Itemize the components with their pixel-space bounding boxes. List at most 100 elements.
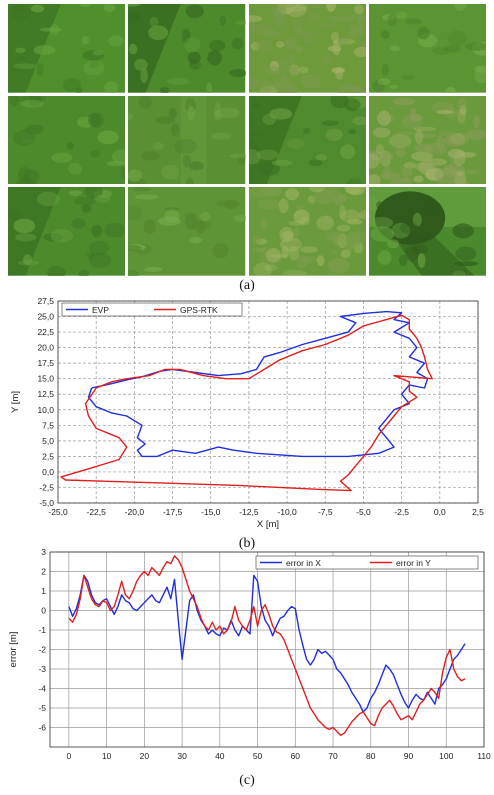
grass-texture [74, 197, 97, 206]
grass-texture [285, 4, 307, 18]
grass-texture [403, 161, 416, 169]
y-tick-label: 15,0 [37, 374, 54, 384]
x-tick-label: 10 [102, 751, 112, 761]
y-tick-label: 20,0 [37, 343, 54, 353]
grass-texture [375, 143, 384, 155]
grass-texture [284, 4, 308, 12]
grass-texture [21, 139, 35, 144]
grass-texture [391, 223, 411, 239]
grass-texture [12, 56, 29, 62]
y-tick-label: -4 [38, 684, 46, 694]
grass-texture [274, 85, 299, 93]
grass-texture [329, 95, 348, 108]
grass-texture [149, 16, 159, 27]
grass-texture [327, 45, 341, 52]
y-tick-label: -3 [38, 664, 46, 674]
grass-texture [186, 4, 205, 19]
grass-texture [297, 66, 308, 74]
grass-texture [33, 45, 56, 55]
grass-texture [128, 11, 141, 23]
grass-texture [353, 46, 366, 58]
y-tick-label: 12,5 [37, 389, 54, 399]
x-tick-label: 20 [140, 751, 150, 761]
y-tick-label: 25,0 [37, 312, 54, 322]
grass-texture [20, 99, 44, 108]
grass-texture [454, 171, 466, 185]
grass-texture [82, 49, 105, 61]
grass-texture [253, 39, 272, 54]
grass-texture [250, 247, 267, 253]
grass-texture [90, 112, 104, 128]
grass-texture [197, 220, 206, 235]
grass-texture [424, 168, 444, 180]
grass-texture [248, 20, 255, 32]
grass-texture [88, 240, 109, 256]
caption-c: (c) [239, 773, 255, 788]
grass-texture [50, 229, 74, 243]
grass-fill [128, 95, 246, 185]
caption-a: (a) [239, 278, 255, 293]
grass-texture [293, 25, 302, 34]
x-tick-label: -12,5 [239, 507, 259, 517]
grass-texture [399, 177, 413, 182]
y-tick-label: 0 [41, 606, 46, 616]
grass-texture [168, 107, 178, 119]
grass-texture [207, 50, 223, 66]
grass-texture [16, 177, 36, 185]
grass-texture [302, 127, 310, 134]
grass-texture [159, 87, 170, 93]
x-tick-label: 100 [439, 751, 453, 761]
grass-texture [382, 14, 396, 21]
grass-texture [260, 80, 272, 93]
grass-texture [83, 59, 105, 76]
grass-texture [184, 37, 201, 53]
series-line-error-in-x [68, 574, 466, 713]
grass-texture [352, 242, 363, 254]
grass-texture [346, 187, 366, 196]
y-tick-label: -5,0 [39, 498, 54, 508]
legend-label: error in Y [396, 558, 431, 568]
grass-texture [417, 252, 426, 269]
grass-texture [62, 78, 82, 92]
grass-texture [330, 67, 345, 74]
grass-texture [185, 214, 198, 231]
x-tick-label: 90 [404, 751, 414, 761]
y-tick-label: 22,5 [37, 327, 54, 337]
grass-texture [345, 242, 353, 252]
grass-texture [368, 195, 378, 212]
grass-texture [89, 150, 101, 157]
x-tick-label: 0,0 [434, 507, 446, 517]
x-tick-label: 40 [215, 751, 225, 761]
grass-texture [329, 15, 353, 23]
y-tick-label: 2 [41, 567, 46, 577]
grass-texture [216, 107, 240, 119]
grass-texture [39, 27, 63, 32]
grass-texture [369, 217, 394, 230]
y-tick-label: -2,5 [39, 482, 54, 492]
grass-texture [404, 197, 428, 214]
grass-texture [465, 128, 486, 140]
grass-texture [181, 28, 191, 43]
legend-box [61, 302, 243, 317]
grass-texture [24, 124, 45, 134]
y-tick-label: 2,5 [42, 451, 54, 461]
x-tick-label: -15,0 [201, 507, 221, 517]
y-tick-label: -1 [38, 625, 46, 635]
grass-texture [91, 225, 103, 238]
grass-texture [377, 78, 391, 85]
grass-texture [97, 130, 119, 144]
grass-texture [294, 32, 318, 37]
x-tick-label: -7,5 [318, 507, 333, 517]
x-tick-label: -22,5 [86, 507, 106, 517]
grass-texture [214, 109, 223, 121]
grass-texture [261, 31, 281, 37]
grass-texture [330, 250, 337, 256]
grass-texture [315, 216, 334, 231]
grass-texture [233, 215, 246, 223]
grass-texture [128, 4, 141, 7]
grass-texture [351, 115, 366, 126]
grass-texture [451, 269, 467, 275]
grass-texture [154, 116, 175, 124]
grass-texture [248, 148, 260, 165]
grass-texture [376, 110, 391, 126]
